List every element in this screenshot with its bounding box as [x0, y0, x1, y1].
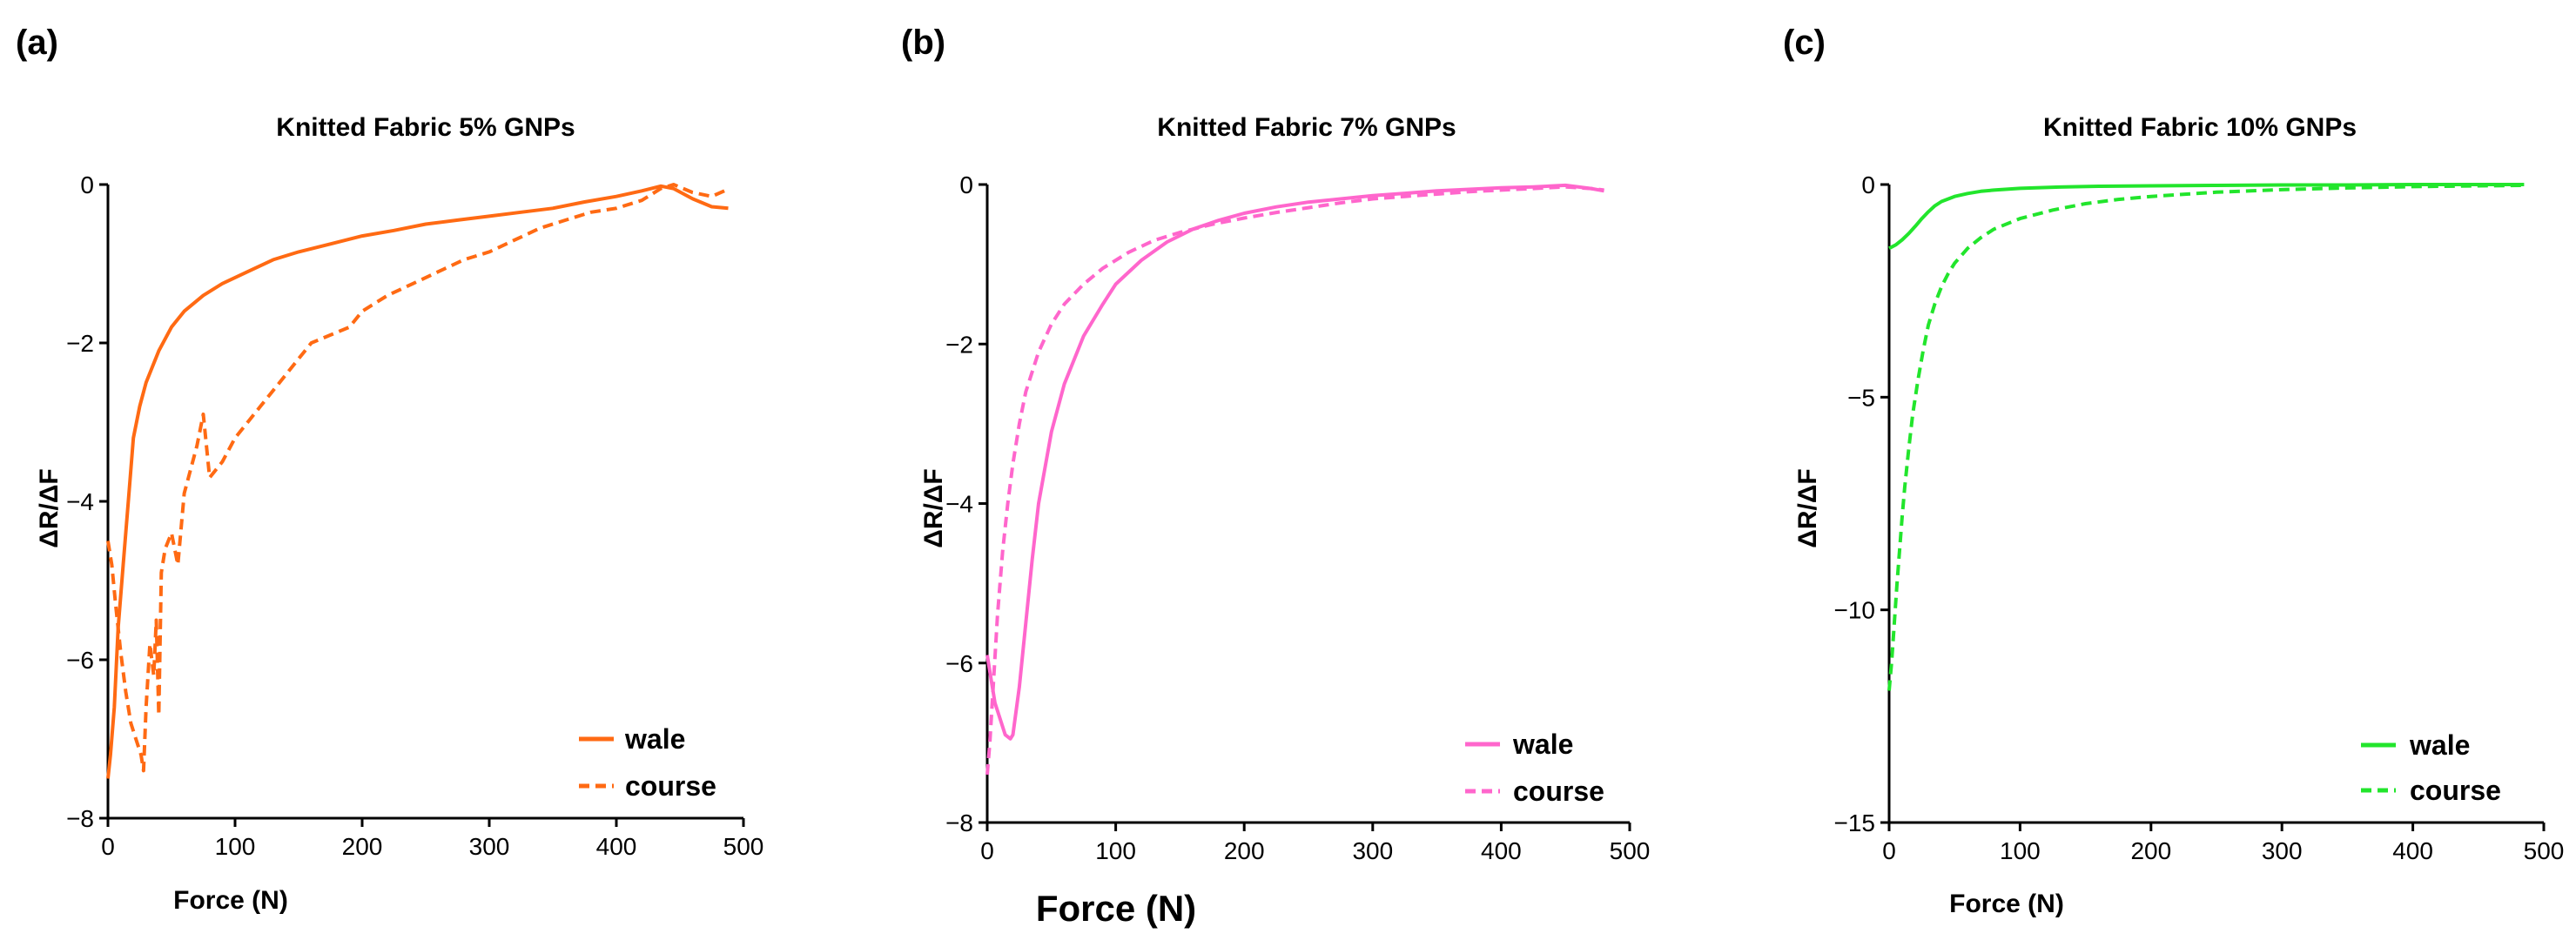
panel-a-ylabel: ΔR/ΔF	[35, 468, 64, 547]
panel-b-xtick-label: 100	[1095, 837, 1136, 864]
panel-c-xlabel: Force (N)	[1949, 890, 2064, 918]
panel-b-series-wale	[985, 183, 1604, 741]
panel-a-xtick-label: 0	[101, 833, 115, 860]
panel-c-ytick-label: −5	[1847, 384, 1875, 411]
panel-c-letter: (c)	[1783, 24, 1826, 62]
panel-a-legend-course-label: course	[625, 770, 716, 802]
panel-b-ytick-label: −2	[945, 331, 973, 358]
panel-a-title: Knitted Fabric 5% GNPs	[276, 113, 575, 142]
panel-b-ylabel: ΔR/ΔF	[919, 468, 948, 547]
panel-a-xtick-label: 200	[342, 833, 383, 860]
panel-b-plot: 0 100 200 300 400 500 0 −2 −4 −6 −8	[945, 171, 1650, 864]
panel-a-ytick-label: −8	[66, 805, 94, 832]
panel-c-xtick-label: 0	[1882, 837, 1896, 864]
panel-a-ytick-label: 0	[80, 171, 94, 198]
panel-c-title: Knitted Fabric 10% GNPs	[2043, 113, 2357, 142]
panel-a-xtick-label: 100	[215, 833, 256, 860]
panel-b-xtick-label: 300	[1352, 837, 1393, 864]
panel-a-legend-wale-label: wale	[624, 723, 685, 755]
panel-c-ytick-label: 0	[1861, 171, 1875, 198]
panel-b-xtick-label: 500	[1610, 837, 1651, 864]
panel-b-xtick-label: 400	[1481, 837, 1522, 864]
panel-a-xtick-label: 300	[469, 833, 510, 860]
panel-b-ytick-label: 0	[959, 171, 973, 198]
panel-c-xtick-label: 400	[2392, 837, 2433, 864]
panel-b: (b) Knitted Fabric 7% GNPs Force (N) ΔR/…	[901, 24, 1650, 929]
panel-c-legend-wale-label: wale	[2409, 729, 2470, 761]
panel-c-legend: wale course	[2361, 729, 2501, 806]
panel-c-xtick-label: 100	[2000, 837, 2041, 864]
panel-a-xlabel: Force (N)	[173, 886, 288, 915]
panel-b-xtick-label: 200	[1224, 837, 1265, 864]
panel-a-ytick-label: −2	[66, 330, 94, 357]
panel-b-legend: wale course	[1465, 729, 1604, 807]
panel-a-letter: (a)	[16, 24, 58, 62]
panel-b-letter: (b)	[901, 24, 945, 62]
panel-b-title: Knitted Fabric 7% GNPs	[1157, 113, 1456, 142]
panel-b-series-course	[985, 185, 1604, 776]
panel-b-legend-course-label: course	[1513, 776, 1604, 807]
panel-a-ytick-label: −4	[66, 488, 94, 515]
panel-c-plot: 0 100 200 300 400 500 0 −5 −10 −15	[1834, 171, 2565, 864]
panel-c-xtick-label: 500	[2524, 837, 2565, 864]
panel-c-xtick-label: 300	[2262, 837, 2303, 864]
panel-c-ytick-label: −15	[1834, 809, 1876, 836]
panel-a: (a) Knitted Fabric 5% GNPs Force (N) ΔR/…	[16, 24, 763, 915]
panel-c-legend-course-label: course	[2410, 775, 2501, 806]
panel-a-xtick-label: 500	[723, 833, 764, 860]
panel-c: (c) Knitted Fabric 10% GNPs Force (N) ΔR…	[1783, 24, 2564, 918]
panel-c-series-course	[1887, 184, 2525, 691]
panel-a-xtick-label: 400	[596, 833, 637, 860]
panel-a-ytick-label: −6	[66, 647, 94, 674]
panel-b-ytick-label: −8	[945, 809, 973, 836]
panel-c-ylabel: ΔR/ΔF	[1793, 468, 1822, 547]
panel-c-series-wale	[1888, 183, 2525, 251]
panel-a-series-wale	[106, 184, 729, 779]
panel-b-xlabel: Force (N)	[1036, 888, 1196, 929]
panel-c-xtick-label: 200	[2130, 837, 2171, 864]
panel-b-ytick-label: −4	[945, 491, 973, 518]
panel-a-plot: 0 100 200 300 400 500 0 −2 −4 −6 −8	[66, 171, 763, 860]
panel-c-ytick-label: −10	[1834, 597, 1876, 624]
panel-a-series-course	[106, 183, 725, 773]
panel-b-xtick-label: 0	[980, 837, 994, 864]
panel-b-ytick-label: −6	[945, 650, 973, 677]
panel-b-legend-wale-label: wale	[1512, 729, 1573, 760]
panel-a-legend: wale course	[579, 723, 716, 802]
